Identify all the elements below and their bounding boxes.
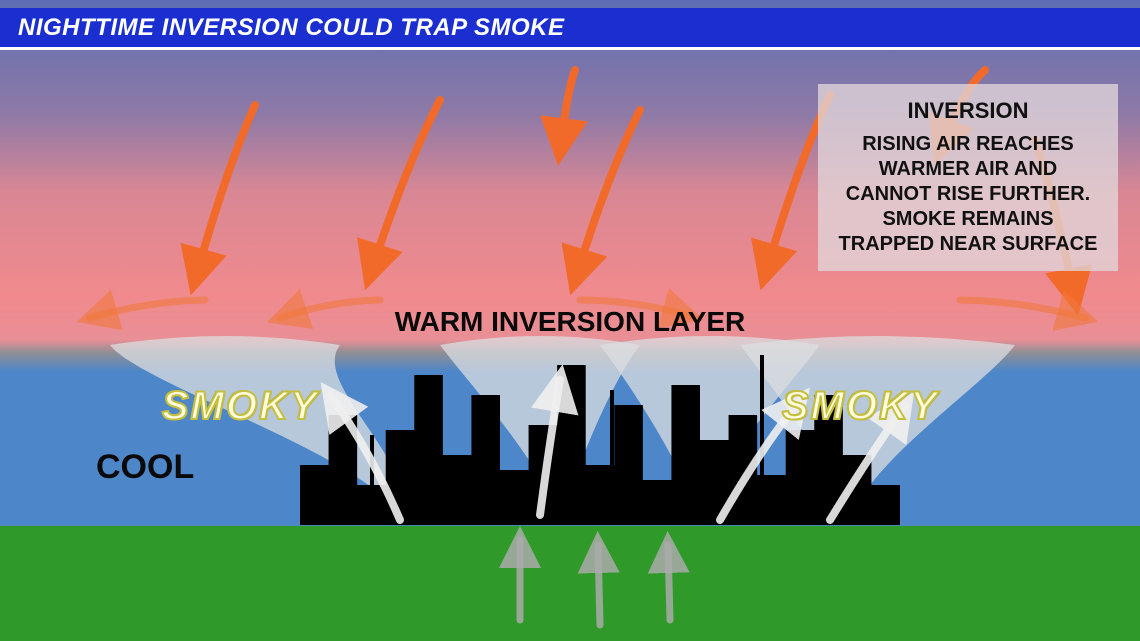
cool-label: COOL (96, 448, 194, 487)
info-box-title: INVERSION (836, 98, 1100, 124)
smoky-label-right: SMOKY (782, 384, 939, 429)
info-box-body: RISING AIR REACHES WARMER AIR AND CANNOT… (836, 132, 1100, 257)
warm-inversion-label: WARM INVERSION LAYER (0, 306, 1140, 338)
header-bar: NIGHTTIME INVERSION COULD TRAP SMOKE (0, 8, 1140, 50)
diagram-stage: NIGHTTIME INVERSION COULD TRAP SMOKE WAR… (0, 0, 1140, 641)
inversion-info-box: INVERSION RISING AIR REACHES WARMER AIR … (818, 84, 1118, 271)
header-title: NIGHTTIME INVERSION COULD TRAP SMOKE (18, 14, 564, 42)
smoky-label-left: SMOKY (162, 384, 319, 429)
